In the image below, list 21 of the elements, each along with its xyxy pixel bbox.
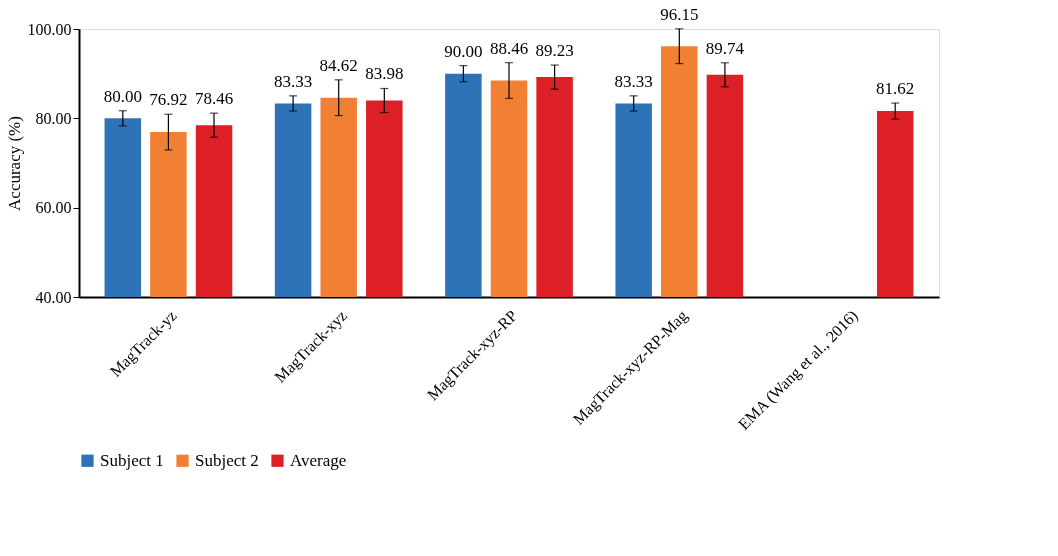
y-tick-label: 40.00 [35,288,72,306]
y-tick-label: 60.00 [35,199,72,217]
data-label: 80.00 [103,86,142,106]
data-label: 76.92 [149,90,188,110]
data-label: 88.46 [489,38,529,58]
data-label: 83.33 [614,71,653,91]
data-label: 96.15 [660,4,699,24]
data-label: 84.62 [319,55,358,75]
legend-label: Subject 1 [100,450,164,470]
y-axis-title: Accuracy (%) [4,116,24,211]
data-label: 83.98 [365,64,404,84]
data-label: 90.00 [444,41,483,61]
legend-label: Average [290,450,347,470]
data-label: 89.74 [705,38,745,58]
y-tick-label: 100.00 [27,20,72,38]
data-label: 81.62 [876,79,915,99]
data-label: 78.46 [194,89,234,109]
legend-label: Subject 2 [195,450,259,470]
y-tick-label: 80.00 [35,109,72,127]
data-label: 83.33 [273,71,313,91]
data-label: 89.23 [535,41,574,61]
